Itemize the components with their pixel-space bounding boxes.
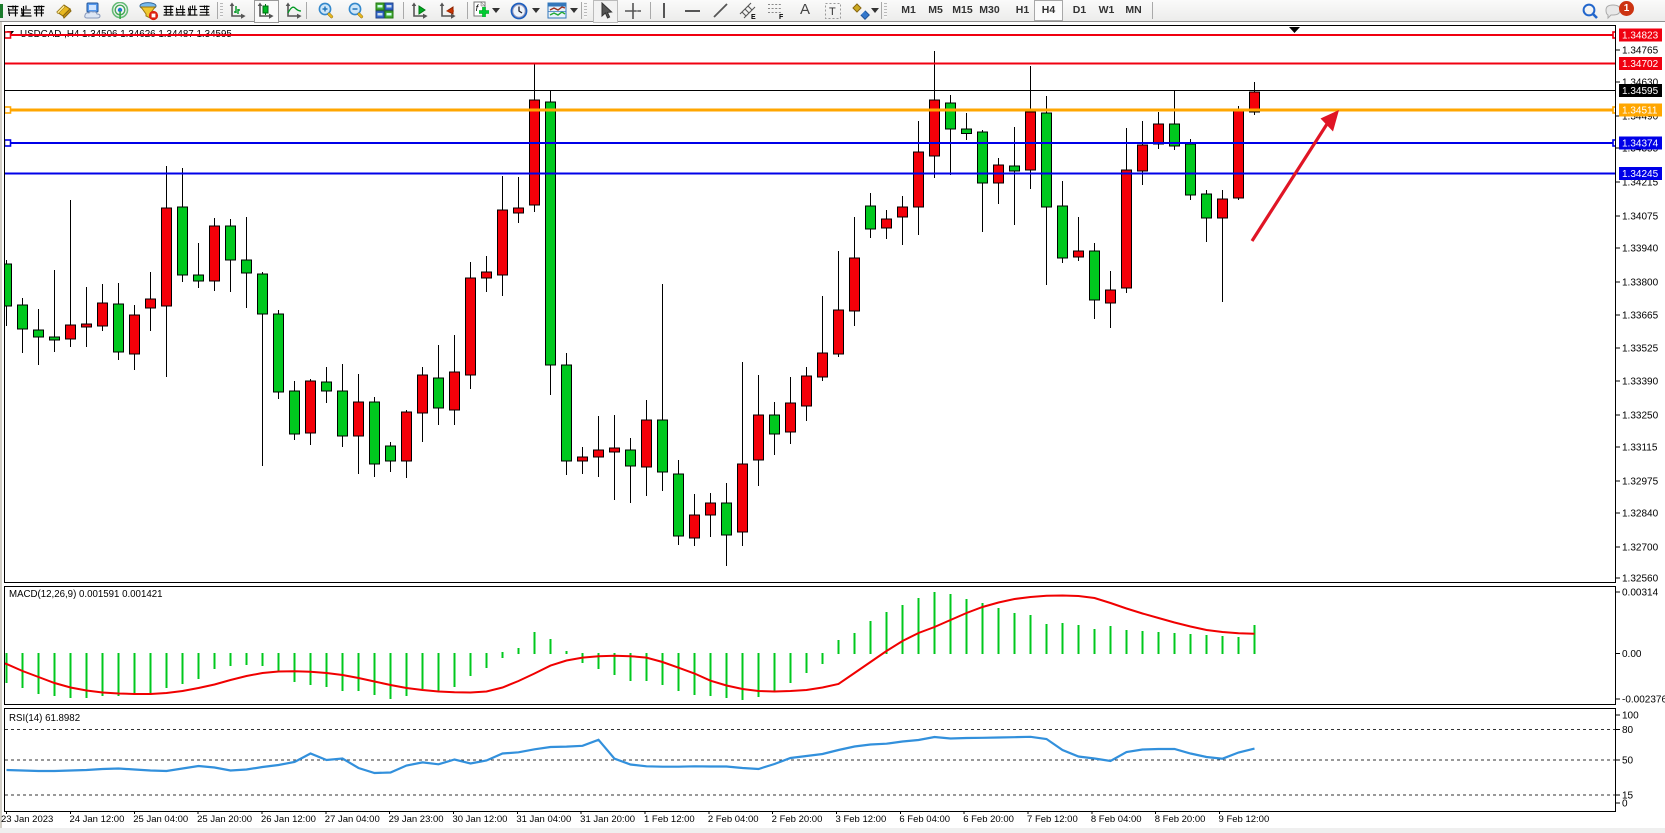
svg-text:T: T — [829, 6, 836, 18]
svg-text:2 Feb 04:00: 2 Feb 04:00 — [708, 814, 759, 825]
svg-text:1.33665: 1.33665 — [1622, 311, 1659, 322]
svg-text:25 Jan 04:00: 25 Jan 04:00 — [133, 814, 188, 825]
svg-text:1.33940: 1.33940 — [1622, 244, 1659, 255]
svg-text:29 Jan 23:00: 29 Jan 23:00 — [389, 814, 444, 825]
svg-text:26 Jan 12:00: 26 Jan 12:00 — [261, 814, 316, 825]
svg-text:31 Jan 20:00: 31 Jan 20:00 — [580, 814, 635, 825]
svg-text:1.34595: 1.34595 — [1622, 86, 1659, 97]
svg-text:1.34702: 1.34702 — [1622, 59, 1659, 70]
svg-text:30 Jan 12:00: 30 Jan 12:00 — [452, 814, 507, 825]
svg-text:31 Jan 04:00: 31 Jan 04:00 — [516, 814, 571, 825]
svg-text:RSI(14) 61.8982: RSI(14) 61.8982 — [9, 713, 80, 724]
svg-text:0: 0 — [1622, 799, 1628, 810]
svg-text:100: 100 — [1622, 711, 1639, 722]
svg-text:27 Jan 04:00: 27 Jan 04:00 — [325, 814, 380, 825]
svg-text:E: E — [751, 14, 756, 20]
svg-text:2 Feb 20:00: 2 Feb 20:00 — [772, 814, 823, 825]
svg-text:1.33800: 1.33800 — [1622, 278, 1659, 289]
svg-text:0.00: 0.00 — [1622, 649, 1642, 660]
svg-text:1.32700: 1.32700 — [1622, 543, 1659, 554]
svg-text:7 Feb 12:00: 7 Feb 12:00 — [1027, 814, 1078, 825]
svg-text:0.00314: 0.00314 — [1622, 588, 1659, 599]
svg-text:MACD(12,26,9) 0.001591 0.00142: MACD(12,26,9) 0.001591 0.001421 — [9, 589, 163, 600]
svg-text:6 Feb 04:00: 6 Feb 04:00 — [899, 814, 950, 825]
svg-text:1.33390: 1.33390 — [1622, 377, 1659, 388]
svg-text:1.34511: 1.34511 — [1622, 106, 1658, 117]
svg-text:1.34630: 1.34630 — [1622, 78, 1659, 89]
svg-text:1.34075: 1.34075 — [1622, 212, 1659, 223]
svg-text:1.34823: 1.34823 — [1622, 31, 1659, 42]
svg-text:9 Feb 12:00: 9 Feb 12:00 — [1219, 814, 1270, 825]
svg-text:1.33250: 1.33250 — [1622, 411, 1659, 422]
svg-text:F: F — [779, 14, 784, 20]
svg-text:1.34490: 1.34490 — [1622, 112, 1659, 123]
svg-text:24 Jan 12:00: 24 Jan 12:00 — [69, 814, 124, 825]
svg-text:1.34215: 1.34215 — [1622, 178, 1659, 189]
svg-text:-0.002376: -0.002376 — [1622, 695, 1665, 706]
svg-text:1.32560: 1.32560 — [1622, 574, 1659, 585]
svg-text:1.32975: 1.32975 — [1622, 477, 1659, 488]
svg-text:1 Feb 12:00: 1 Feb 12:00 — [644, 814, 695, 825]
svg-text:15: 15 — [1622, 791, 1634, 802]
svg-text:80: 80 — [1622, 725, 1634, 736]
svg-text:1.32840: 1.32840 — [1622, 509, 1659, 520]
svg-text:3 Feb 12:00: 3 Feb 12:00 — [836, 814, 887, 825]
svg-text:1.34765: 1.34765 — [1622, 46, 1659, 57]
svg-text:50: 50 — [1622, 756, 1634, 767]
svg-text:6 Feb 20:00: 6 Feb 20:00 — [963, 814, 1014, 825]
svg-text:25 Jan 20:00: 25 Jan 20:00 — [197, 814, 252, 825]
svg-text:23 Jan 2023: 23 Jan 2023 — [1, 814, 53, 825]
svg-text:f: f — [476, 3, 480, 13]
svg-text:8 Feb 20:00: 8 Feb 20:00 — [1155, 814, 1206, 825]
svg-text:1.33115: 1.33115 — [1622, 443, 1658, 454]
svg-text:1.34245: 1.34245 — [1622, 169, 1659, 180]
svg-text:1.33525: 1.33525 — [1622, 344, 1659, 355]
svg-text:1.34374: 1.34374 — [1622, 139, 1659, 150]
svg-text:8 Feb 04:00: 8 Feb 04:00 — [1091, 814, 1142, 825]
